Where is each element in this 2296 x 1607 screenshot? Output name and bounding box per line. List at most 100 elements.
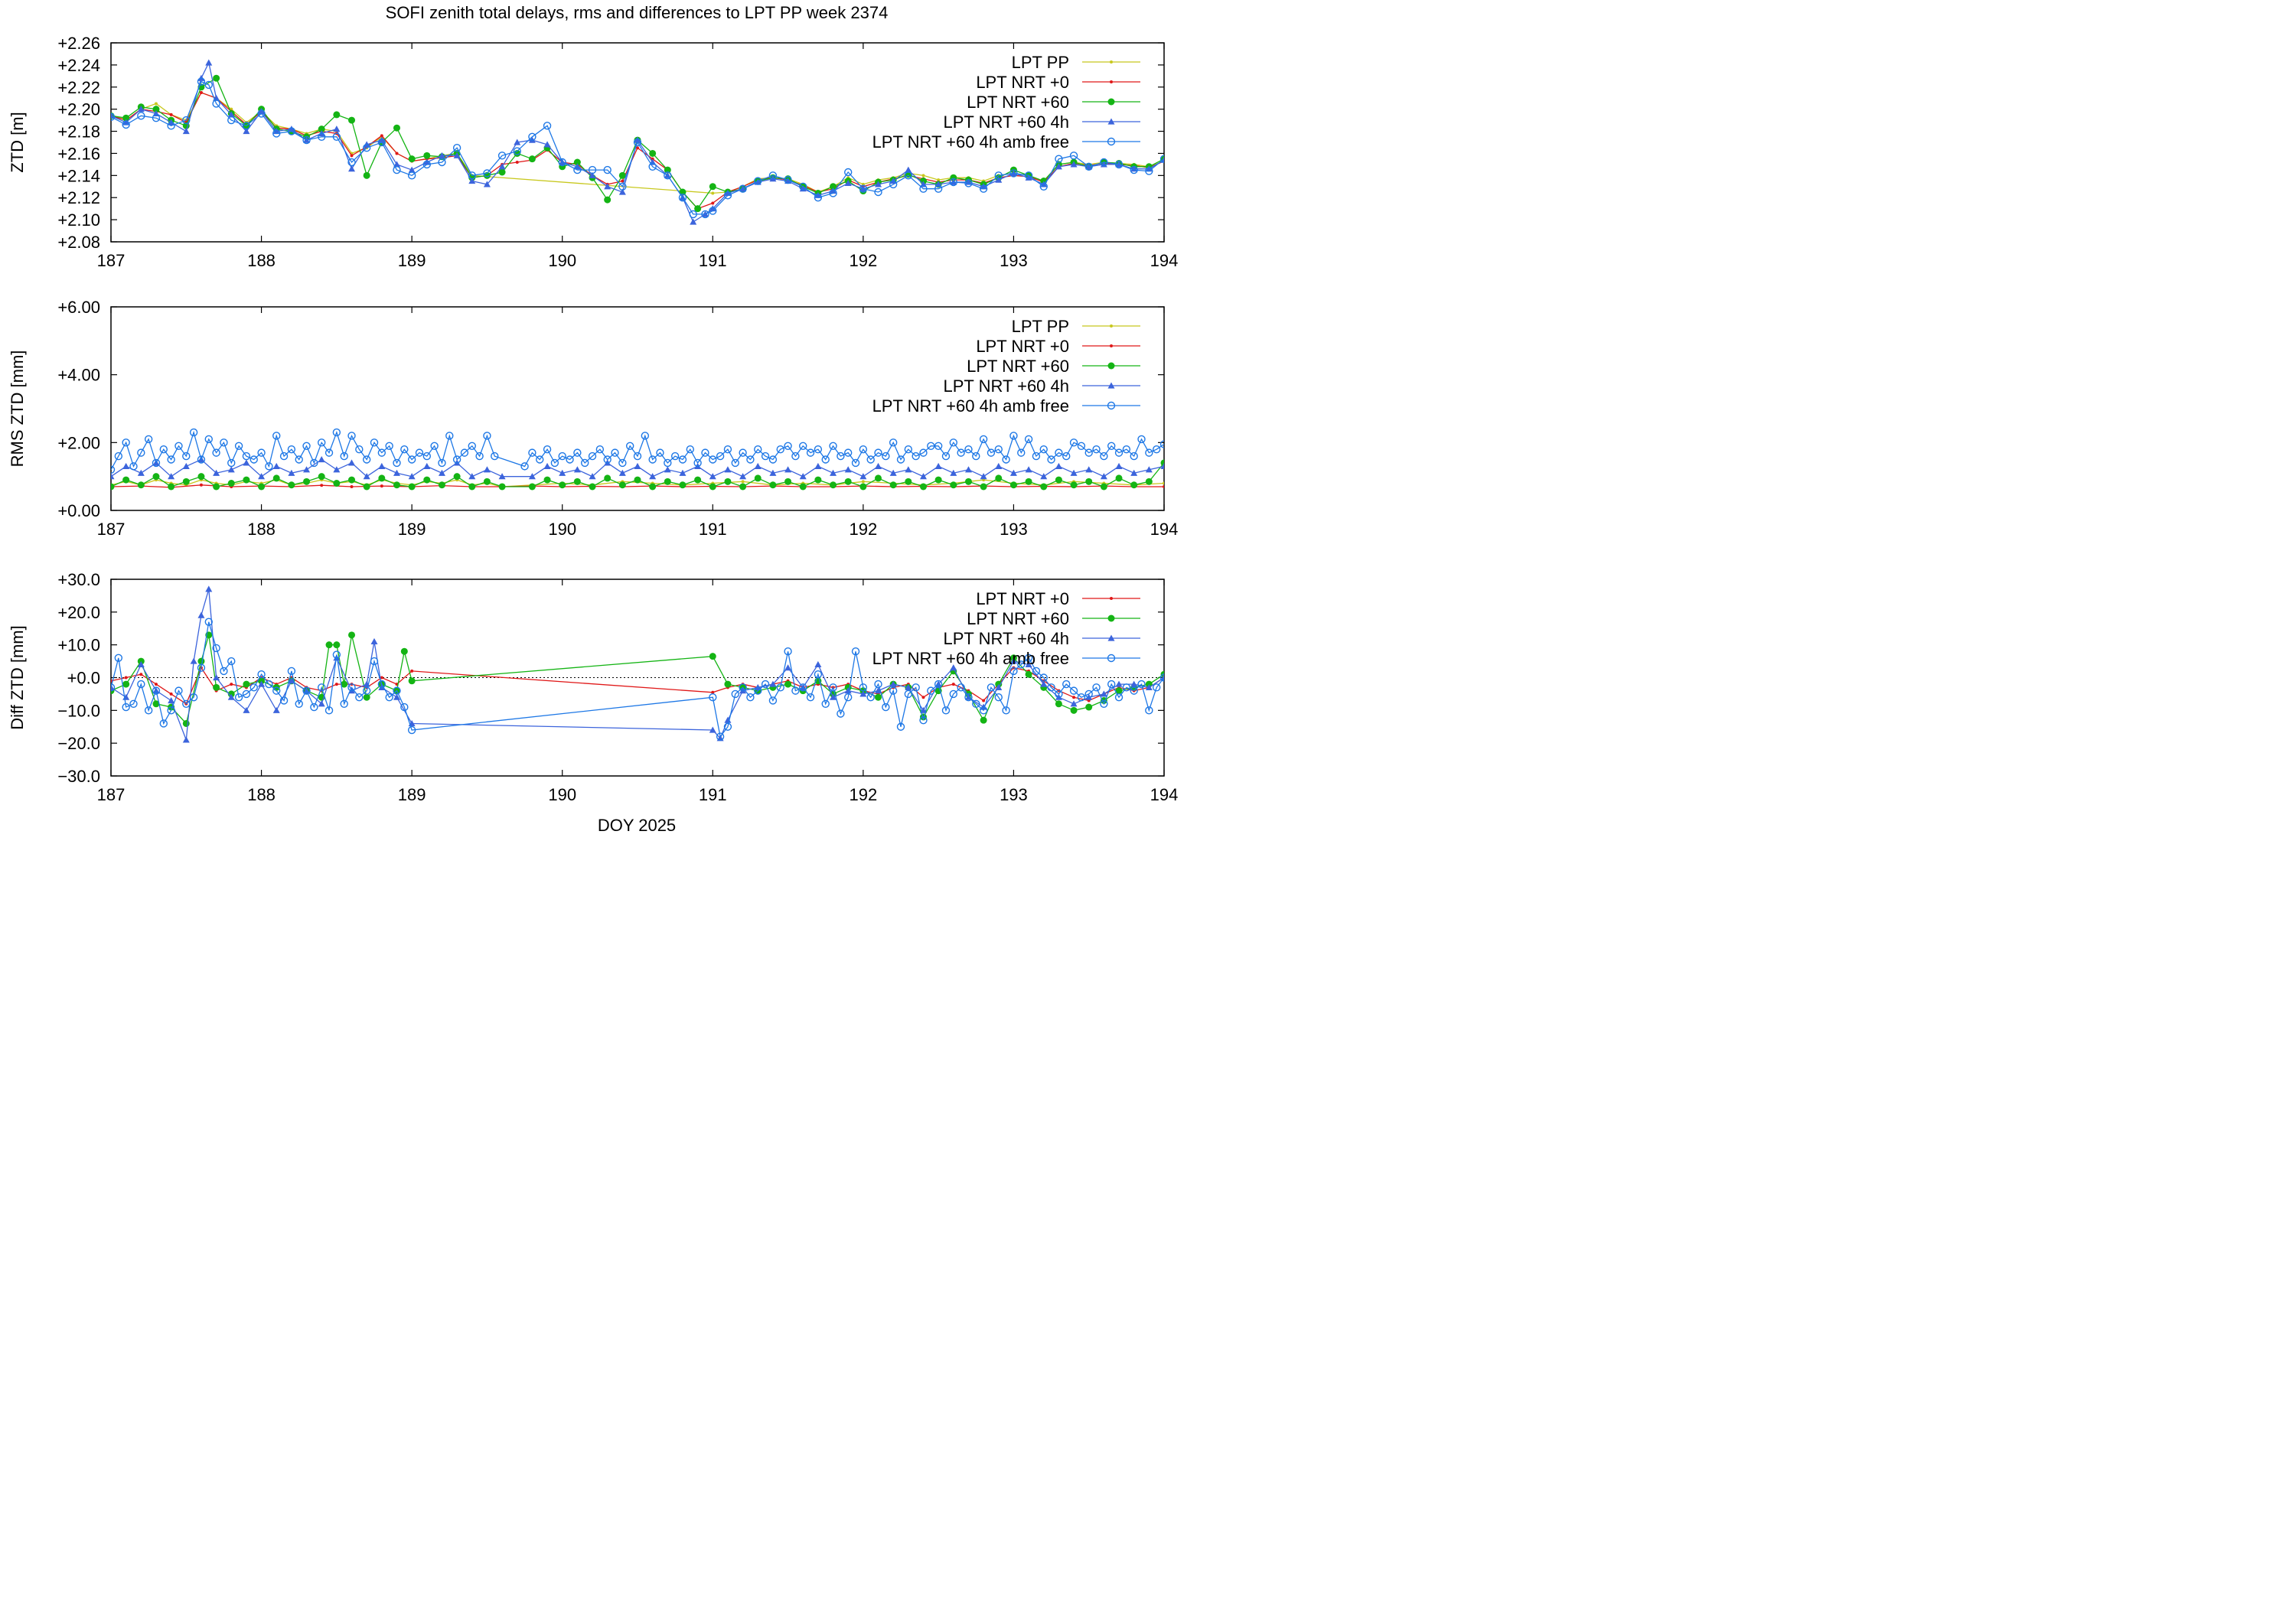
series-lpt-nrt-60-4h-amb-free-point xyxy=(332,428,341,437)
series-lpt-nrt-60-4h-amb-free-point xyxy=(220,438,228,447)
series-lpt-nrt-60-4h-amb-free-point xyxy=(625,442,634,450)
series-lpt-nrt-60-4h-point xyxy=(664,466,671,473)
series-lpt-nrt-60-4h-amb-free-point xyxy=(475,451,484,461)
x-tick-label: 187 xyxy=(97,251,126,270)
series-lpt-nrt-60-4h-amb-free-point xyxy=(799,683,807,692)
series-lpt-nrt-60-4h-point xyxy=(859,473,867,480)
series-lpt-nrt-60-point xyxy=(468,483,476,491)
series-lpt-nrt-60-4h-amb-free-point xyxy=(272,686,281,695)
series-lpt-nrt-60-4h-amb-free-point xyxy=(377,138,386,147)
series-lpt-nrt-60-4h-amb-free-point xyxy=(400,702,409,712)
legend-marker xyxy=(1107,118,1115,125)
series-lpt-nrt-60-4h-amb-free-point xyxy=(964,179,973,187)
series-lpt-nrt-60-4h-amb-free-point xyxy=(257,109,266,118)
series-lpt-nrt-60-4h-amb-free-point xyxy=(799,182,807,191)
series-lpt-nrt-0-line xyxy=(111,484,1164,488)
rms-panel: 187 188 189 190 191 192 193 194 +0.00 +2.00 +4.00 +… xyxy=(8,298,1178,539)
series-lpt-nrt-60-4h-amb-free-point xyxy=(949,178,958,187)
series-lpt-nrt-60-4h-amb-free-point xyxy=(1055,689,1063,699)
series-lpt-nrt-60-point xyxy=(341,680,348,688)
series-lpt-nrt-0-point xyxy=(169,692,173,696)
series-lpt-nrt-60-4h-amb-free-point xyxy=(197,455,206,464)
series-lpt-nrt-60-4h-point xyxy=(679,469,687,476)
series-lpt-nrt-60-point xyxy=(348,631,356,639)
series-lpt-nrt-60-point xyxy=(1085,703,1093,711)
series-lpt-nrt-60-point xyxy=(1055,700,1062,708)
series-lpt-nrt-60-4h-amb-free-point xyxy=(979,435,988,444)
legend-marker xyxy=(1107,382,1115,389)
series-lpt-nrt-60-4h-amb-free-point xyxy=(543,445,552,454)
series-lpt-nrt-60-4h-point xyxy=(272,706,280,713)
series-lpt-nrt-60-4h-amb-free-point xyxy=(430,442,439,450)
series-lpt-nrt-60-4h-amb-free-point xyxy=(1159,155,1164,163)
series-lpt-nrt-60-4h-point xyxy=(423,462,431,469)
series-lpt-nrt-60-point xyxy=(363,171,370,179)
series-lpt-nrt-60-4h-amb-free-point xyxy=(1107,442,1116,450)
series-lpt-nrt-60-4h-point xyxy=(182,462,190,469)
series-lpt-nrt-60-4h-amb-free-point xyxy=(784,175,792,184)
series-lpt-nrt-60-point xyxy=(258,483,266,491)
series-lpt-nrt-60-4h-amb-free-point xyxy=(941,706,951,715)
series-lpt-nrt-60-line xyxy=(111,462,1164,487)
series-lpt-nrt-60-4h-amb-free-point xyxy=(701,448,709,457)
series-lpt-nrt-60-point xyxy=(694,476,702,484)
series-lpt-nrt-60-4h-point xyxy=(980,473,987,480)
series-lpt-nrt-0-point xyxy=(139,673,143,676)
series-lpt-pp-point xyxy=(154,102,158,106)
series-lpt-nrt-60-4h-amb-free-point xyxy=(1145,706,1153,715)
series-lpt-nrt-60-4h-amb-free-point xyxy=(227,458,236,468)
series-lpt-nrt-60-4h-point xyxy=(227,466,235,473)
series-lpt-nrt-60-4h-point xyxy=(709,726,716,733)
series-lpt-nrt-60-4h-point xyxy=(875,687,882,694)
series-lpt-nrt-60-4h-amb-free-point xyxy=(422,451,431,461)
legend-marker xyxy=(1110,344,1113,347)
series-lpt-nrt-60-4h-point xyxy=(634,462,641,469)
series-lpt-nrt-60-4h-amb-free-point xyxy=(287,445,296,454)
series-lpt-nrt-60-point xyxy=(889,481,897,489)
y-tick-label: −30.0 xyxy=(57,767,100,786)
legend-label: LPT NRT +60 xyxy=(967,357,1069,376)
series-lpt-nrt-60-point xyxy=(318,473,325,481)
series-lpt-nrt-60-4h-point xyxy=(243,459,250,466)
series-lpt-pp-point xyxy=(711,191,715,195)
y-tick-label: −10.0 xyxy=(57,701,100,720)
series-lpt-nrt-60-4h-amb-free-point xyxy=(227,116,236,125)
series-lpt-nrt-60-4h-point xyxy=(168,473,175,480)
legend-marker xyxy=(1107,362,1115,370)
series-lpt-nrt-60-4h-amb-free-point xyxy=(1084,689,1093,699)
series-lpt-nrt-0-point xyxy=(711,201,715,205)
y-tick-label: +0.0 xyxy=(67,669,100,688)
series-lpt-nrt-0-point xyxy=(320,484,324,487)
series-lpt-nrt-60-4h-amb-free-point xyxy=(1039,182,1048,191)
series-lpt-nrt-60-4h-point xyxy=(272,462,280,469)
series-lpt-nrt-60-4h-point xyxy=(370,637,378,644)
series-lpt-nrt-60-4h-amb-free-point xyxy=(1100,158,1108,167)
series-lpt-nrt-60-4h-point xyxy=(213,674,220,681)
series-lpt-nrt-60-point xyxy=(724,680,732,688)
series-lpt-nrt-60-4h-amb-free-point xyxy=(686,445,694,454)
series-lpt-nrt-60-4h-amb-free-point xyxy=(723,191,732,200)
series-lpt-nrt-60-point xyxy=(182,478,190,485)
series-lpt-nrt-60-4h-point xyxy=(754,462,762,469)
series-lpt-nrt-60-4h-amb-free-point xyxy=(1145,167,1153,175)
legend-label: LPT NRT +60 4h amb free xyxy=(872,396,1069,416)
series-lpt-nrt-60-4h-point xyxy=(739,473,747,480)
series-lpt-nrt-60-4h-amb-free-point xyxy=(1039,673,1048,682)
series-lpt-nrt-60-4h-amb-free-point xyxy=(468,442,476,450)
series-lpt-nrt-60-4h-amb-free-point xyxy=(249,683,258,692)
series-lpt-nrt-60-4h-amb-free-point xyxy=(799,442,807,450)
legend-label: LPT NRT +60 4h xyxy=(944,629,1070,648)
series-lpt-nrt-60-4h-amb-free-point xyxy=(829,442,837,450)
series-lpt-nrt-60-4h-amb-free-point xyxy=(1039,445,1048,454)
series-lpt-nrt-60-4h-point xyxy=(378,136,386,143)
series-lpt-nrt-60-4h-amb-free-point xyxy=(1055,155,1063,163)
series-lpt-nrt-60-point xyxy=(618,171,626,179)
series-lpt-nrt-60-4h-amb-free-point xyxy=(137,448,145,457)
series-lpt-nrt-60-4h-amb-free-point xyxy=(859,445,868,454)
series-lpt-nrt-60-4h-amb-free-point xyxy=(761,451,770,461)
legend-label: LPT NRT +60 xyxy=(967,93,1069,112)
series-lpt-nrt-60-point xyxy=(980,483,987,491)
series-lpt-nrt-60-point xyxy=(573,478,581,485)
series-lpt-nrt-60-4h-point xyxy=(137,469,145,476)
